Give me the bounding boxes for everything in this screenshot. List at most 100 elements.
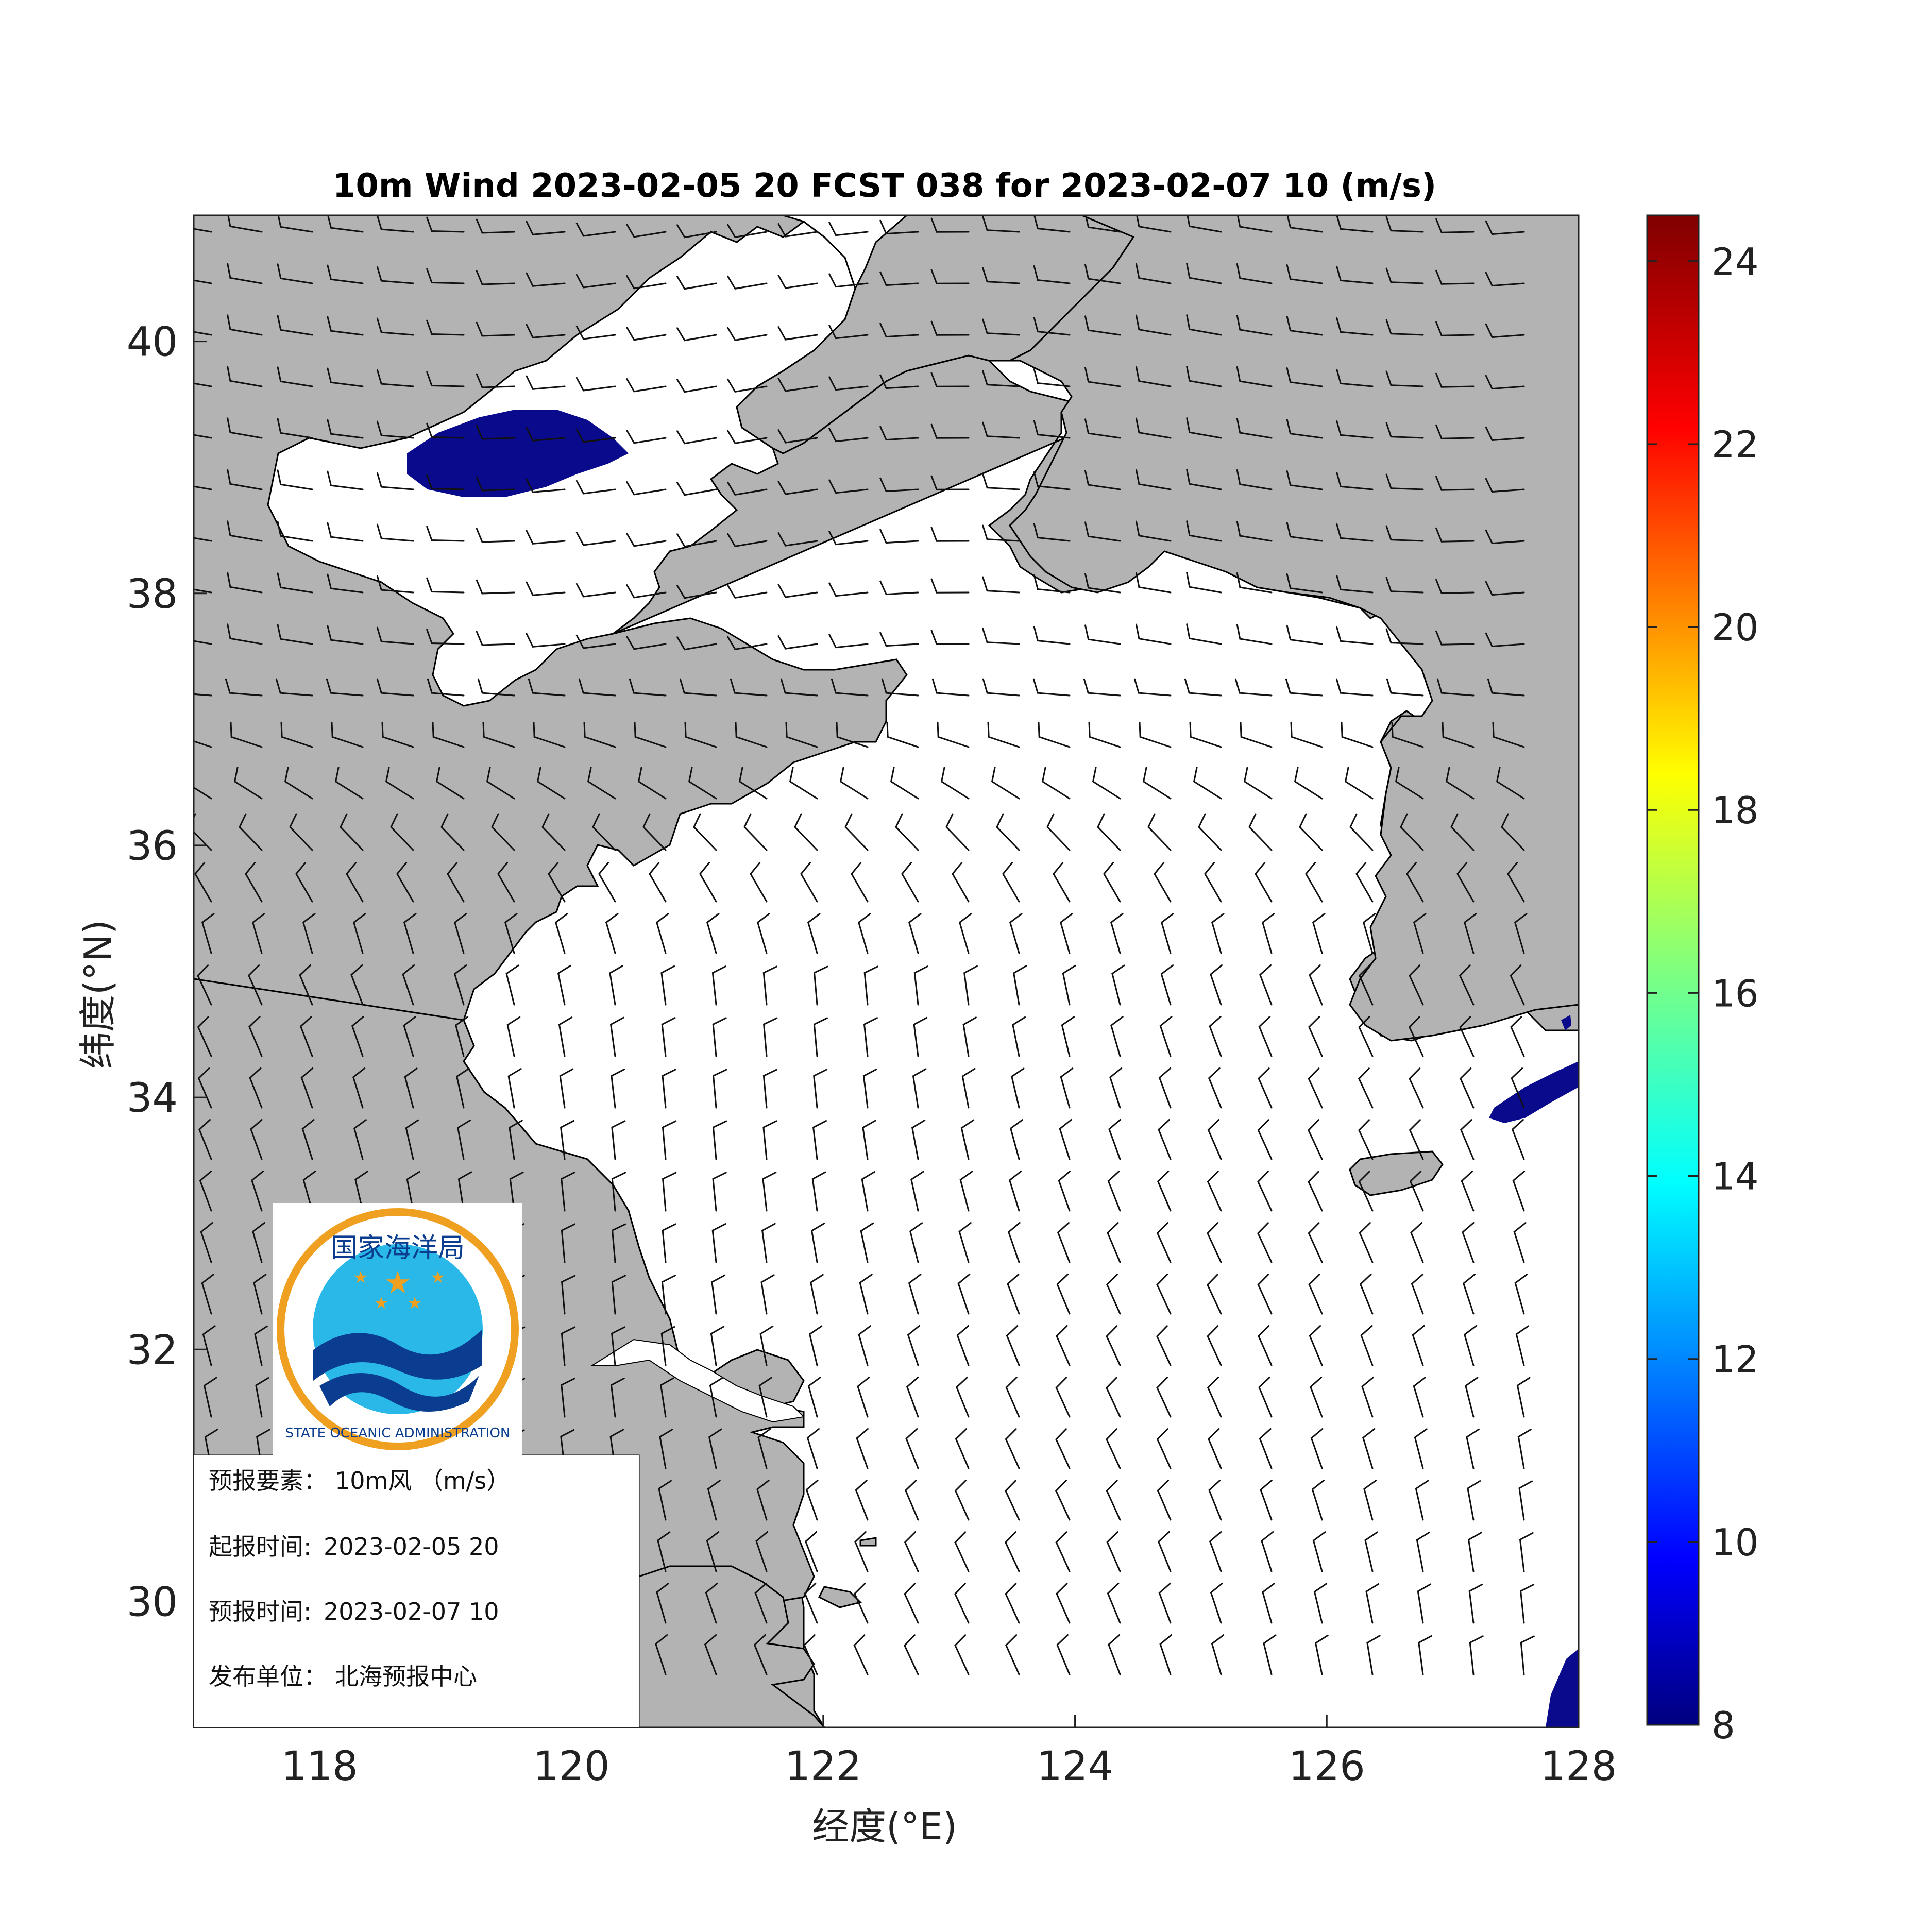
wind-barb: [1186, 366, 1222, 387]
wind-barb: [930, 423, 970, 439]
wind-barb: [1133, 678, 1172, 697]
wind-barb: [1435, 321, 1475, 336]
wind-barb: [803, 1634, 818, 1675]
wind-barb: [376, 317, 414, 336]
wind-barb: [1255, 862, 1273, 903]
wind-barb: [1005, 1583, 1020, 1624]
wind-barb: [1158, 1119, 1172, 1160]
wind-barb: [1236, 263, 1273, 284]
wind-barb: [558, 1016, 573, 1057]
wind-barb: [476, 425, 515, 440]
wind-barb: [863, 1017, 878, 1057]
wind-barb: [404, 1067, 418, 1109]
wind-barb: [277, 215, 313, 233]
wind-barb: [712, 1120, 727, 1160]
wind-barb: [1305, 862, 1323, 903]
wind-barb: [828, 273, 869, 288]
wind-barb: [225, 678, 263, 697]
wind-barb: [862, 1120, 876, 1160]
wind-barb: [1310, 1428, 1324, 1469]
wind-barb: [828, 376, 869, 391]
wind-barb: [1260, 1480, 1273, 1521]
wind-barb: [1106, 1274, 1121, 1315]
wind-barb: [1258, 1377, 1273, 1418]
wind-barb: [862, 1068, 877, 1109]
wind-barb: [1395, 767, 1424, 800]
wind-barb: [1006, 1325, 1020, 1366]
wind-barb: [526, 375, 566, 390]
wind-barb: [879, 529, 919, 544]
wind-barb: [277, 624, 313, 645]
wind-barb: [1110, 1016, 1124, 1057]
wind-barb: [609, 1016, 624, 1057]
wind-barb: [1110, 913, 1124, 954]
wind-barb: [727, 636, 768, 651]
wind-barb: [626, 430, 667, 444]
wind-barb: [578, 678, 616, 697]
wind-barb: [711, 1274, 726, 1315]
wind-barb: [1385, 525, 1424, 542]
wind-barb: [982, 678, 1020, 697]
wind-barbs: [194, 215, 1535, 1675]
wind-barb: [727, 275, 768, 290]
wind-barb: [676, 636, 717, 651]
wind-barb: [930, 527, 970, 542]
wind-barb: [1511, 1067, 1525, 1109]
publisher-label: 发布单位：: [209, 1663, 327, 1690]
wind-barb: [548, 862, 566, 903]
wind-barb: [1311, 1480, 1325, 1521]
wind-barb: [1208, 1067, 1222, 1109]
wind-barb: [1234, 678, 1273, 697]
wind-barb: [1309, 964, 1323, 1006]
wind-barb: [1487, 678, 1525, 697]
wind-barb: [1033, 471, 1071, 490]
wind-barb: [277, 572, 313, 594]
wind-barb: [526, 633, 566, 648]
wind-barb: [1435, 476, 1475, 491]
wind-barb: [1365, 1583, 1380, 1624]
wind-barb: [1189, 721, 1222, 748]
logo-top-text: 国家海洋局: [331, 1233, 465, 1264]
wind-barb: [738, 767, 768, 800]
wind-barb: [1055, 1377, 1071, 1418]
wind-barb: [930, 578, 970, 594]
x-tick-label: 128: [1540, 1743, 1617, 1790]
wind-barb: [1515, 1325, 1529, 1366]
wind-barb: [253, 1274, 267, 1315]
wind-barb: [426, 526, 465, 542]
wind-barb: [1084, 418, 1121, 439]
y-tick-label: 34: [127, 1075, 178, 1122]
wind-barb: [945, 813, 970, 851]
wind-barb: [277, 521, 313, 542]
wind-barb: [1517, 1429, 1532, 1469]
wind-barb: [426, 371, 465, 387]
wind-barb: [1136, 366, 1172, 387]
wind-barb: [1501, 813, 1525, 851]
wind-barb: [634, 721, 667, 748]
wind-barb: [381, 721, 414, 748]
wind-barb: [858, 1325, 871, 1366]
wind-barb: [1009, 1119, 1023, 1160]
wind-barb: [662, 1223, 676, 1263]
wind-barb: [1286, 522, 1323, 542]
wind-barb: [1261, 913, 1275, 954]
wind-barb: [402, 964, 415, 1006]
wind-barb: [1106, 1428, 1121, 1469]
wind-barb: [1518, 1480, 1533, 1521]
wind-barb: [1157, 1480, 1172, 1521]
wind-barb: [245, 862, 263, 903]
wind-barb: [194, 537, 212, 542]
wind-barb: [1136, 314, 1172, 336]
wind-barb: [526, 478, 566, 493]
wind-barb: [814, 965, 828, 1006]
wind-barb: [1294, 767, 1323, 800]
wind-barb: [1033, 420, 1071, 439]
wind-barb: [1513, 1222, 1527, 1263]
wind-barb: [1103, 862, 1121, 903]
wind-barb: [676, 379, 717, 393]
wind-barb: [1207, 1222, 1222, 1263]
valid-time-value: 2023-02-07 10: [324, 1598, 499, 1625]
wind-barb: [1410, 1222, 1424, 1263]
wind-barb: [805, 1480, 819, 1521]
wind-barb: [662, 1120, 677, 1160]
